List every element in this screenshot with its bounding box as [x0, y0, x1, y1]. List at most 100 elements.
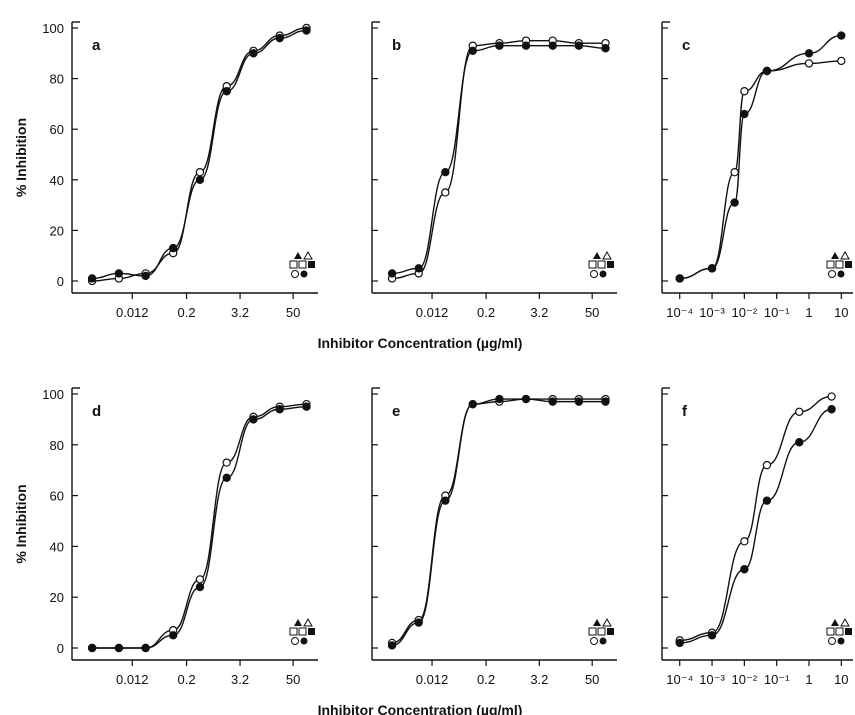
data-point-filled-circle — [302, 402, 311, 411]
x-tick-label: 10⁻⁴ — [666, 305, 693, 320]
data-point-filled-circle — [249, 415, 258, 424]
data-point-filled-circle — [762, 496, 772, 505]
data-point-open-circle — [195, 575, 205, 584]
y-tick-label: 80 — [50, 72, 64, 87]
data-point-filled-circle — [275, 405, 284, 414]
data-point-filled-circle — [707, 264, 717, 273]
key-square-hatched — [298, 260, 307, 269]
series-line-filled-circle — [92, 406, 307, 649]
data-point-filled-circle — [675, 274, 684, 283]
key-square-filled — [845, 628, 852, 635]
data-point-filled-circle — [601, 44, 610, 53]
y-tick-label: 60 — [50, 122, 64, 137]
key-triangle-filled — [294, 252, 302, 259]
key-square-open — [588, 260, 597, 269]
key-triangle-filled — [831, 252, 839, 259]
data-point-open-circle — [740, 537, 749, 546]
key-square-open — [289, 260, 298, 269]
panel-label-c: c — [682, 37, 690, 54]
x-tick-label: 10⁻³ — [699, 305, 725, 320]
data-point-open-circle — [730, 168, 739, 177]
symbol-key-icon — [826, 250, 852, 278]
data-point-open-circle — [740, 87, 749, 96]
data-point-filled-circle — [168, 243, 178, 253]
x-tick-label: 3.2 — [530, 305, 548, 320]
data-point-filled-circle — [222, 473, 231, 483]
y-axis-title: % Inhibition — [13, 484, 29, 563]
key-square-hatched — [835, 627, 844, 636]
data-point-filled-circle — [275, 33, 284, 43]
series-line-filled-circle — [679, 408, 832, 644]
key-circle-slash — [590, 270, 598, 278]
data-point-open-circle — [804, 59, 814, 68]
data-point-filled-circle — [249, 49, 258, 58]
symbol-key-icon — [826, 617, 852, 645]
panel-a: 0 20 40 60 80 100 % Inhibition 0.012 0.2 3.2 50 a — [13, 21, 318, 320]
data-point-filled-circle — [495, 394, 504, 404]
data-point-open-circle — [827, 392, 836, 401]
y-tick-label: 0 — [57, 641, 64, 656]
panel-e: 0.012 0.2 3.2 50 e — [371, 387, 617, 687]
data-point-open-circle — [762, 460, 772, 470]
series-line-open-circle — [679, 60, 842, 280]
data-point-filled-circle — [414, 618, 423, 627]
x-tick-label: 3.2 — [231, 672, 249, 687]
data-point-open-circle — [222, 458, 231, 467]
key-triangle-filled — [593, 252, 601, 259]
symbol-key-icon — [289, 617, 315, 645]
y-axis-title: % Inhibition — [13, 118, 29, 197]
data-point-filled-circle — [414, 264, 423, 273]
data-point-filled-circle — [387, 269, 397, 278]
data-point-filled-circle — [740, 565, 749, 574]
x-tick-label: 10⁻² — [732, 672, 758, 687]
panel-b: 0.012 0.2 3.2 50 b — [371, 21, 617, 320]
key-square-hatched — [298, 627, 307, 636]
data-point-filled-circle — [441, 168, 450, 177]
x-tick-label: 10⁻² — [732, 305, 758, 320]
data-point-filled-circle — [168, 631, 178, 640]
y-tick-label: 20 — [50, 223, 64, 238]
y-tick-label: 80 — [50, 438, 64, 453]
data-point-filled-circle — [302, 26, 311, 35]
key-triangle-filled — [294, 619, 302, 626]
x-tick-label: 0.2 — [477, 672, 495, 687]
panel-label-b: b — [392, 37, 401, 54]
x-tick-label: 10⁻¹ — [764, 672, 790, 687]
data-point-filled-circle — [707, 631, 717, 640]
symbol-key-icon — [588, 617, 614, 645]
x-axis-title-top: Inhibitor Concentration (µg/ml) — [318, 335, 523, 351]
key-square-hatched — [835, 260, 844, 269]
key-square-hatched — [597, 260, 606, 269]
y-tick-label: 60 — [50, 489, 64, 504]
data-point-open-circle — [441, 188, 450, 197]
x-tick-label: 10⁻¹ — [764, 305, 790, 320]
data-point-filled-circle — [548, 397, 557, 406]
x-tick-label: 0.012 — [416, 672, 449, 687]
key-circle-filled — [599, 637, 607, 645]
key-square-open — [289, 627, 298, 636]
data-point-open-circle — [837, 56, 846, 66]
x-tick-label: 50 — [585, 672, 599, 687]
key-triangle-open — [840, 617, 850, 627]
data-point-filled-circle — [740, 109, 749, 119]
series-line-open-circle — [391, 398, 606, 644]
data-point-filled-circle — [141, 271, 150, 281]
x-tick-label: 0.012 — [116, 672, 149, 687]
key-square-filled — [607, 261, 614, 268]
data-point-filled-circle — [762, 66, 772, 76]
data-point-filled-circle — [87, 643, 97, 653]
x-tick-label: 10 — [834, 672, 848, 687]
data-point-filled-circle — [574, 397, 584, 406]
panel-label-f: f — [682, 403, 688, 420]
key-triangle-open — [602, 250, 612, 260]
panel-label-d: d — [92, 403, 101, 420]
key-circle-slash — [291, 270, 299, 278]
data-point-filled-circle — [441, 496, 450, 505]
symbol-key-icon — [588, 250, 614, 278]
y-tick-label: 100 — [42, 21, 64, 36]
x-tick-label: 0.012 — [416, 305, 449, 320]
key-square-open — [826, 260, 835, 269]
key-triangle-open — [303, 250, 313, 260]
data-point-filled-circle — [114, 269, 124, 278]
